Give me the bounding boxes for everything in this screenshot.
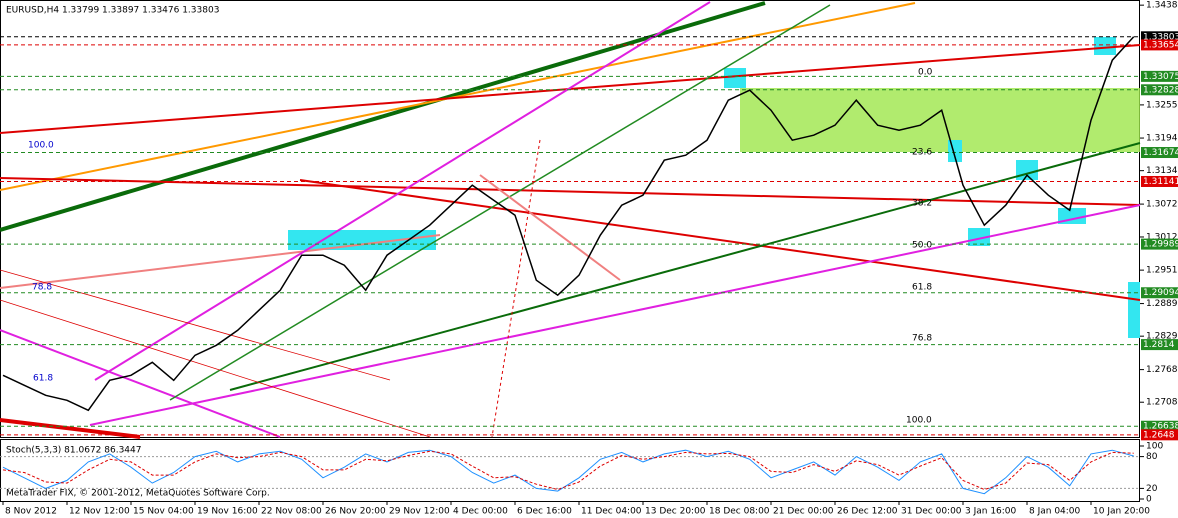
x-tick-label: 4 Dec 00:00 [453,507,508,517]
level-label: 1.26638 [1143,422,1178,432]
level-label: 1.29094 [1143,288,1178,298]
y-tick-label: 100 [1146,442,1163,452]
level-label-box [1141,39,1178,51]
annotation: 76.8 [912,334,932,344]
annotation: 78.8 [32,283,52,293]
level-label-box [1141,147,1178,159]
x-tick-label: 11 Dec 04:00 [581,507,642,517]
trend-line [0,1,766,232]
trend-line [0,269,391,381]
chart-title: EURUSD,H4 1.33799 1.33897 1.33476 1.3380… [6,6,219,16]
trend-line [229,142,1141,391]
zone [288,230,436,250]
level-label: 1.32828 [1143,85,1178,95]
trend-line [89,204,1141,426]
x-tick-label: 12 Nov 12:00 [69,507,130,517]
x-tick-label: 18 Dec 08:00 [709,507,770,517]
trend-line [479,174,621,281]
y-tick-label: 1.27680 [1146,365,1178,375]
zone [724,68,746,88]
x-tick-label: 21 Dec 00:00 [773,507,834,517]
x-tick-label: 26 Dec 12:00 [837,507,898,517]
level-label-box [1141,287,1178,299]
x-tick-label: 6 Dec 16:00 [517,507,572,517]
annotation: 38.2 [912,199,932,209]
zone [1128,282,1140,338]
y-tick-label: 1.30120 [1146,232,1178,242]
y-tick-label: 1.30725 [1146,200,1178,210]
series-line [2,450,1134,491]
level-label-box [1141,429,1178,441]
zone [1016,160,1038,180]
x-tick-label: 8 Nov 2012 [5,507,57,517]
annotation: 0.0 [918,68,933,78]
x-tick-label: 15 Nov 04:00 [133,507,194,517]
plot [0,36,1140,495]
annotation: 100.0 [906,416,932,426]
zone [968,228,990,246]
level-label: 1.33075 [1143,72,1178,82]
level-label: 1.31674 [1143,148,1178,158]
level-label-box [1141,238,1178,250]
annotation: 61.8 [912,283,932,293]
annotation: 50.0 [912,241,932,251]
indicator-title: Stoch(5,3,3) 81.0672 86.3447 [6,446,141,456]
copyright: MetaTrader FIX, © 2001-2012, MetaQuotes … [6,489,270,499]
trend-line [0,418,141,439]
trend-line [0,2,916,191]
y-tick-label: 80 [1146,452,1158,462]
y-tick-label: 1.31940 [1146,134,1178,144]
trend-line [299,179,1141,301]
trend-line [0,299,431,438]
series-line [2,36,1135,412]
y-tick-label: 1.29510 [1146,266,1178,276]
level-label: 1.33654 [1143,40,1178,50]
level-label: 1.2814 [1143,340,1175,350]
trend-line [0,329,281,438]
level-label: 1.29989 [1143,240,1178,250]
trend-line [491,139,541,438]
x-tick-label: 3 Jan 16:00 [965,507,1017,517]
zone [1094,37,1116,55]
level-label: 1.2648 [1143,430,1175,440]
y-tick-label: 20 [1146,484,1158,494]
y-tick-label: 1.28295 [1146,332,1178,342]
x-tick-label: 19 Nov 16:00 [197,507,258,517]
y-tick-label: 1.34385 [1146,1,1178,11]
x-tick-label: 31 Dec 00:00 [901,507,962,517]
level-label: 1.33803 [1143,32,1178,42]
zone [740,88,1140,152]
series-line [2,449,1134,495]
level-label: 1.31141 [1143,177,1178,187]
y-tick-label: 1.31340 [1146,166,1178,176]
y-tick-label: 1.27080 [1146,398,1178,408]
x-tick-label: 26 Nov 20:00 [325,507,386,517]
level-label-box [1141,175,1178,187]
level-label-box [1141,420,1178,432]
level-label-box [1141,84,1178,96]
x-tick-label: 13 Dec 20:00 [645,507,706,517]
annotation: 61.8 [33,374,53,384]
stoch-pane [0,439,1140,502]
x-tick-label: 29 Nov 12:00 [389,507,450,517]
y-tick-label: 1.32550 [1146,100,1178,110]
y-tick-label: 1.28895 [1146,299,1178,309]
level-label-box [1141,31,1178,43]
trend-line [0,177,1141,206]
annotation: 100.0 [28,141,54,151]
trend-line [94,1,711,381]
trend-line [169,4,831,401]
x-tick-label: 22 Nov 08:00 [261,507,322,517]
y-tick-label: 0 [1146,495,1152,505]
level-label-box [1141,339,1178,351]
x-tick-label: 10 Jan 20:00 [1093,507,1150,517]
level-label-box [1141,70,1178,82]
x-tick-label: 8 Jan 04:00 [1029,507,1081,517]
drawings [0,1,1141,439]
annotation: 23.6 [912,148,932,158]
